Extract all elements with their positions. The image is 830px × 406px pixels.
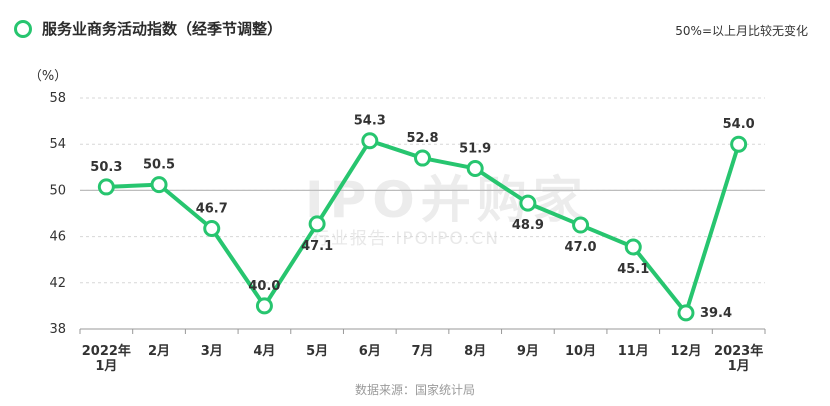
- y-tick-label: 58: [49, 91, 66, 106]
- data-label: 47.0: [565, 240, 597, 255]
- x-tick-label: 9月: [517, 344, 539, 359]
- y-tick-label: 50: [49, 183, 66, 198]
- data-point: [97, 178, 115, 196]
- x-tick-label: 1月: [728, 359, 750, 374]
- data-label: 50.3: [90, 160, 122, 175]
- x-tick-label: 7月: [411, 344, 433, 359]
- data-label: 40.0: [248, 279, 280, 294]
- data-point: [677, 304, 695, 322]
- x-tick-label: 6月: [359, 344, 381, 359]
- x-tick-label: 11月: [618, 344, 649, 359]
- data-point: [572, 216, 590, 234]
- x-tick-label: 2023年: [714, 343, 763, 359]
- x-tick-label: 3月: [201, 344, 223, 359]
- data-point: [466, 159, 484, 177]
- chart-header: 服务业商务活动指数（经季节调整）: [14, 18, 282, 39]
- data-label: 52.8: [406, 131, 438, 146]
- y-tick-label: 38: [49, 322, 66, 337]
- x-tick-label: 4月: [253, 344, 275, 359]
- y-tick-label: 42: [49, 276, 66, 291]
- data-label: 48.9: [512, 218, 544, 233]
- data-point: [150, 176, 168, 194]
- data-label: 54.0: [723, 117, 755, 132]
- data-point: [414, 149, 431, 167]
- x-tick-label: 12月: [670, 344, 701, 359]
- source-note: 数据来源：国家统计局: [354, 383, 475, 397]
- chart-title: 服务业商务活动指数（经季节调整）: [42, 20, 283, 38]
- data-label: 45.1: [617, 262, 649, 277]
- y-tick-label: 54: [49, 137, 66, 152]
- data-point: [308, 215, 326, 233]
- title-bullet-icon: [14, 19, 32, 38]
- data-label: 50.5: [143, 158, 175, 173]
- x-tick-label: 1月: [95, 359, 117, 374]
- data-point: [255, 297, 273, 315]
- data-point: [624, 238, 642, 256]
- x-tick-label: 8月: [464, 344, 486, 359]
- data-label: 46.7: [196, 202, 228, 217]
- y-axis-label: （%）: [29, 69, 67, 84]
- data-label: 54.3: [354, 114, 386, 129]
- x-tick-label: 5月: [306, 344, 328, 359]
- data-point: [203, 220, 221, 238]
- data-label: 51.9: [459, 141, 491, 156]
- data-point: [519, 194, 537, 212]
- baseline-note: 50%=以上月比较无变化: [675, 24, 808, 38]
- data-point: [730, 135, 748, 153]
- x-tick-label: 10月: [565, 344, 596, 359]
- x-tick-label: 2022年: [82, 343, 131, 359]
- watermark-sub: 行业报告 IPOIPO.CN: [312, 229, 500, 249]
- data-point: [361, 132, 379, 150]
- data-label: 39.4: [700, 306, 732, 321]
- data-label: 47.1: [301, 239, 333, 254]
- x-tick-label: 2月: [148, 344, 170, 359]
- watermark-logo: IPO并购家: [305, 171, 589, 229]
- y-tick-label: 46: [49, 230, 66, 245]
